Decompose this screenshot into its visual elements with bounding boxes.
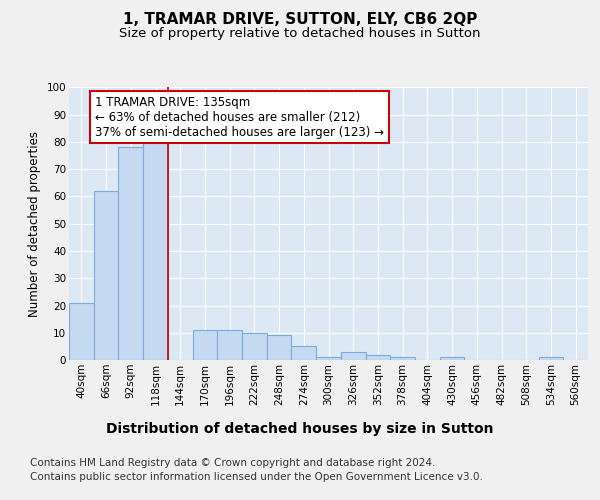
Y-axis label: Number of detached properties: Number of detached properties (28, 130, 41, 317)
Text: Size of property relative to detached houses in Sutton: Size of property relative to detached ho… (119, 28, 481, 40)
Bar (341, 352, 365, 360)
Text: Contains public sector information licensed under the Open Government Licence v3: Contains public sector information licen… (30, 472, 483, 482)
Text: 1, TRAMAR DRIVE, SUTTON, ELY, CB6 2QP: 1, TRAMAR DRIVE, SUTTON, ELY, CB6 2QP (123, 12, 477, 28)
Bar (217, 330, 242, 360)
Bar (193, 330, 217, 360)
Bar (365, 354, 390, 360)
Bar (292, 346, 316, 360)
Bar (539, 358, 563, 360)
Bar (94, 191, 118, 360)
Bar (267, 336, 292, 360)
Text: Distribution of detached houses by size in Sutton: Distribution of detached houses by size … (106, 422, 494, 436)
Bar (143, 142, 168, 360)
Bar (390, 358, 415, 360)
Bar (440, 358, 464, 360)
Text: Contains HM Land Registry data © Crown copyright and database right 2024.: Contains HM Land Registry data © Crown c… (30, 458, 436, 468)
Bar (242, 333, 267, 360)
Text: 1 TRAMAR DRIVE: 135sqm
← 63% of detached houses are smaller (212)
37% of semi-de: 1 TRAMAR DRIVE: 135sqm ← 63% of detached… (95, 96, 384, 138)
Bar (316, 358, 341, 360)
Bar (118, 148, 143, 360)
Bar (69, 303, 94, 360)
